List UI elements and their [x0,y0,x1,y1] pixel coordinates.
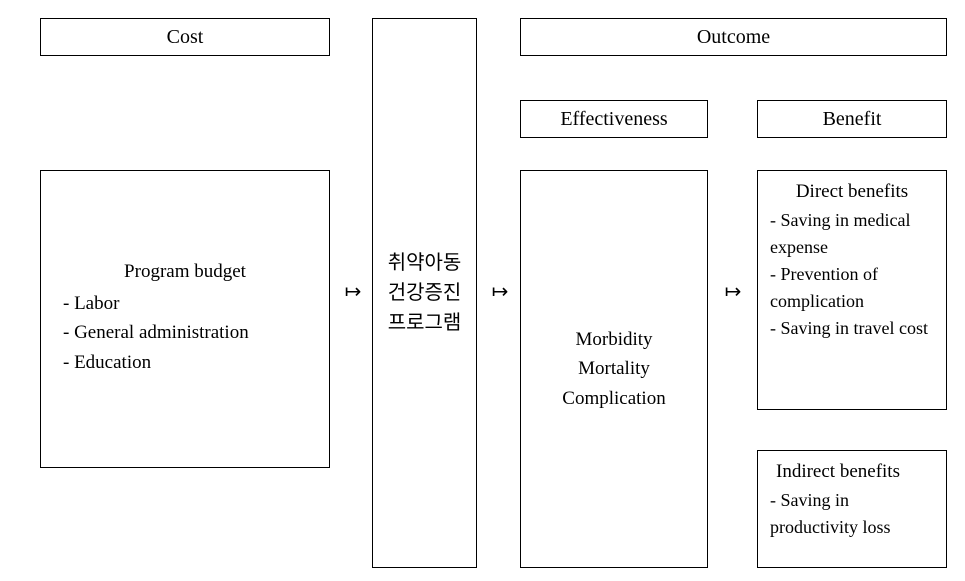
benefit-header: Benefit [757,100,947,138]
indirect-benefits-item: - Saving in productivity loss [770,487,934,541]
effectiveness-line1: Morbidity [575,325,652,354]
program-box: 취약아동 건강증진 프로그램 [372,18,477,568]
indirect-benefits-list: - Saving in productivity loss [770,487,934,541]
outcome-header-label: Outcome [697,26,770,49]
indirect-benefits-box: Indirect benefits - Saving in productivi… [757,450,947,568]
program-budget-box: Program budget - Labor - General adminis… [40,170,330,468]
program-budget-item: - Labor [55,289,315,318]
effectiveness-header: Effectiveness [520,100,708,138]
program-budget-title: Program budget [55,261,315,283]
arrow-icon: ↦ [487,278,513,304]
program-line1: 취약아동 [388,248,462,278]
effectiveness-box: Morbidity Mortality Complication [520,170,708,568]
direct-benefits-title: Direct benefits [770,181,934,203]
arrow-icon: ↦ [720,278,746,304]
direct-benefits-item: - Saving in travel cost [770,315,934,342]
effectiveness-header-label: Effectiveness [560,108,667,131]
direct-benefits-list: - Saving in medical expense - Prevention… [770,207,934,342]
benefit-header-label: Benefit [823,108,882,131]
indirect-benefits-title: Indirect benefits [770,461,934,483]
direct-benefits-item: - Saving in medical expense [770,207,934,261]
arrow-icon: ↦ [340,278,366,304]
direct-benefits-box: Direct benefits - Saving in medical expe… [757,170,947,410]
effectiveness-line3: Complication [562,384,665,413]
program-line3: 프로그램 [388,308,462,338]
program-budget-item: - General administration [55,318,315,347]
program-budget-list: - Labor - General administration - Educa… [55,289,315,377]
direct-benefits-item: - Prevention of complication [770,261,934,315]
cost-header: Cost [40,18,330,56]
program-line2: 건강증진 [388,278,462,308]
program-budget-item: - Education [55,348,315,377]
effectiveness-line2: Mortality [578,354,650,383]
outcome-header: Outcome [520,18,947,56]
cost-header-label: Cost [167,26,204,49]
